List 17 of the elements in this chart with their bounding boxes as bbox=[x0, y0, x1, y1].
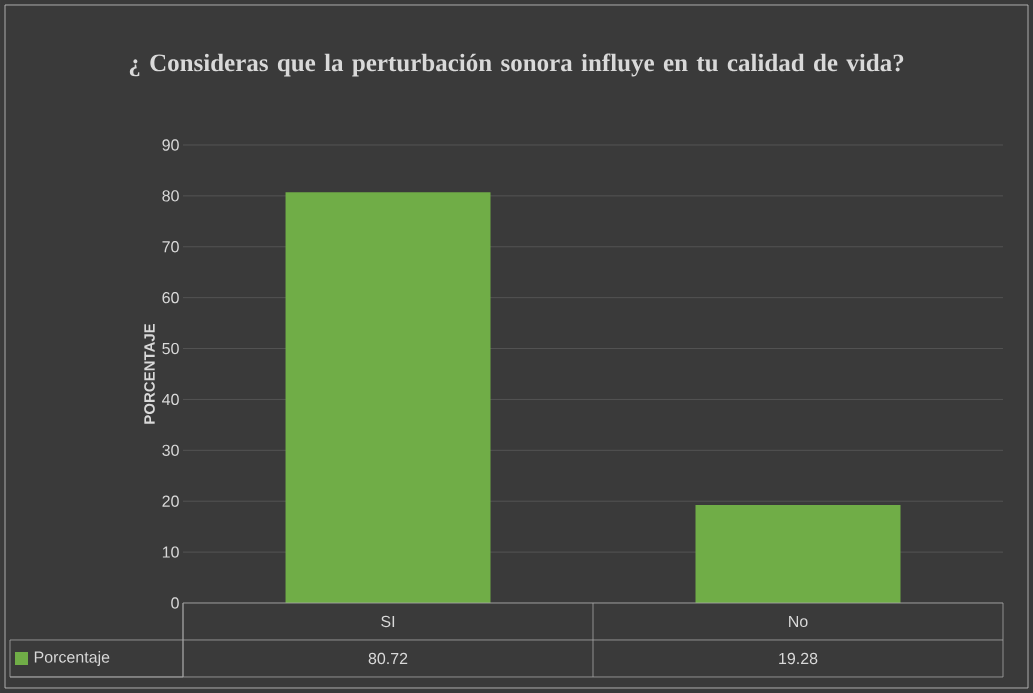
y-tick-label: 50 bbox=[162, 342, 179, 355]
y-tick-label: 60 bbox=[162, 292, 179, 304]
x-tick-label: No bbox=[789, 615, 808, 628]
y-tick-label: 90 bbox=[162, 139, 179, 151]
data-label: 19.28 bbox=[779, 652, 818, 665]
y-tick-label: 10 bbox=[162, 546, 179, 558]
chart-title: ¿ Consideras que la perturbación sonora influye en tu calidad de vida? bbox=[129, 53, 904, 77]
y-tick-label: 20 bbox=[162, 495, 179, 507]
y-tick-label: 70 bbox=[162, 241, 179, 253]
y-tick-label: 40 bbox=[162, 393, 179, 406]
y-tick-label: 0 bbox=[171, 597, 179, 609]
y-axis-title: PORCENTAJE bbox=[144, 323, 155, 424]
y-tick-label: 30 bbox=[162, 444, 179, 456]
legend-label: Porcentaje bbox=[34, 651, 110, 666]
data-label: 80.72 bbox=[368, 652, 408, 665]
x-tick-label: SI bbox=[381, 615, 395, 628]
y-tick-label: 80 bbox=[162, 190, 179, 202]
